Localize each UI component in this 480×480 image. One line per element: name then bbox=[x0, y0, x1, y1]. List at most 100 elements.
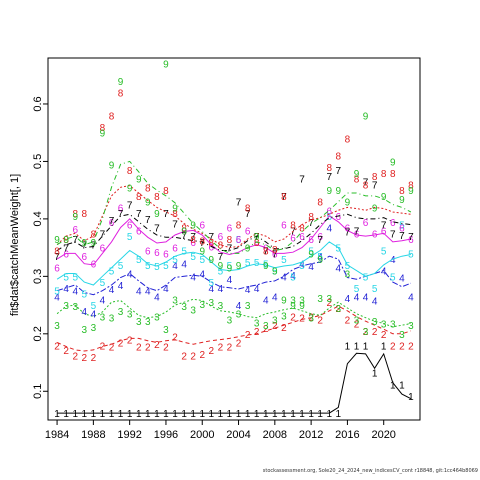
series-5-obs-point: 5 bbox=[54, 287, 60, 298]
series-5-obs-point: 5 bbox=[127, 232, 133, 243]
series-1-obs-point: 1 bbox=[372, 368, 378, 379]
series-9-obs-point: 9 bbox=[163, 60, 169, 71]
series-1-obs-point: 1 bbox=[63, 409, 69, 420]
series-3-obs-point: 3 bbox=[390, 319, 396, 330]
series-2-obs-point: 2 bbox=[199, 350, 205, 361]
series-7-obs-point: 7 bbox=[54, 252, 60, 263]
series-8-obs-point: 8 bbox=[390, 169, 396, 180]
series-1-obs-point: 1 bbox=[408, 392, 414, 403]
series-8-obs-point: 8 bbox=[109, 111, 115, 122]
series-8-obs-point: 8 bbox=[263, 246, 269, 257]
series-6-obs-point: 6 bbox=[336, 212, 342, 223]
series-9-obs-point: 9 bbox=[363, 111, 369, 122]
series-2-obs-point: 2 bbox=[272, 321, 278, 332]
series-8-obs-point: 8 bbox=[118, 88, 124, 99]
series-1-obs-point: 1 bbox=[254, 409, 260, 420]
series-8-obs-point: 8 bbox=[227, 235, 233, 246]
series-1-obs-point: 1 bbox=[272, 409, 278, 420]
series-3-obs-point: 3 bbox=[91, 323, 97, 334]
series-3-obs-point: 3 bbox=[190, 306, 196, 317]
series-5-obs-point: 5 bbox=[272, 267, 278, 278]
series-6-obs-point: 6 bbox=[181, 226, 187, 237]
series-8-obs-point: 8 bbox=[136, 192, 142, 203]
series-3-obs-point: 3 bbox=[263, 321, 269, 332]
y-axis-title: fit$dat$catchMeanWeight[, 1] bbox=[9, 174, 21, 316]
series-9-obs-point: 9 bbox=[326, 186, 332, 197]
series-3-obs-point: 3 bbox=[254, 318, 260, 329]
series-3-obs-point: 3 bbox=[199, 300, 205, 311]
series-3-obs-point: 3 bbox=[381, 319, 387, 330]
series-7-obs-point: 7 bbox=[227, 244, 233, 255]
series-8-obs-point: 8 bbox=[354, 175, 360, 186]
series-7-obs-point: 7 bbox=[218, 252, 224, 263]
series-1-obs-point: 1 bbox=[72, 409, 78, 420]
series-2-obs-point: 2 bbox=[245, 330, 251, 341]
series-6-obs-point: 6 bbox=[399, 224, 405, 235]
series-4-obs-point: 4 bbox=[145, 287, 151, 298]
series-7-obs-point: 7 bbox=[181, 231, 187, 242]
series-5-obs-point: 5 bbox=[399, 221, 405, 232]
series-1-obs-point: 1 bbox=[308, 409, 314, 420]
series-8-obs-point: 8 bbox=[299, 224, 305, 235]
series-9-obs-point: 9 bbox=[199, 246, 205, 257]
series-3-obs-point: 3 bbox=[82, 325, 88, 336]
series-4-obs-point: 4 bbox=[209, 284, 215, 295]
x-tick-label: 2020 bbox=[371, 429, 395, 441]
series-1-obs-point: 1 bbox=[263, 409, 269, 420]
series-7-obs-point: 7 bbox=[91, 241, 97, 252]
series-2-obs-point: 2 bbox=[136, 342, 142, 353]
series-9-obs-point: 9 bbox=[399, 195, 405, 206]
series-9-obs-point: 9 bbox=[227, 264, 233, 275]
series-4-obs-point: 4 bbox=[91, 310, 97, 321]
series-7-obs-point: 7 bbox=[326, 172, 332, 183]
series-3-obs-point: 3 bbox=[63, 301, 69, 312]
series-4-obs-point: 4 bbox=[100, 295, 106, 306]
series-5-obs-point: 5 bbox=[209, 278, 215, 289]
series-2-obs-point: 2 bbox=[236, 338, 242, 349]
series-2-obs-point: 2 bbox=[227, 342, 233, 353]
series-6-obs-point: 6 bbox=[145, 246, 151, 257]
series-8-obs-point: 8 bbox=[54, 246, 60, 257]
series-6-obs-point: 6 bbox=[390, 218, 396, 229]
series-9-obs-point: 9 bbox=[209, 255, 215, 266]
series-2-obs-point: 2 bbox=[345, 315, 351, 326]
series-6-obs-point: 6 bbox=[54, 264, 60, 275]
series-5-obs-point: 5 bbox=[336, 244, 342, 255]
series-2-obs-point: 2 bbox=[390, 341, 396, 352]
series-8-obs-point: 8 bbox=[190, 235, 196, 246]
series-2-obs-point: 2 bbox=[408, 341, 414, 352]
series-7-obs-point: 7 bbox=[118, 209, 124, 220]
series-7-obs-point: 7 bbox=[199, 238, 205, 249]
series-4-obs-point: 4 bbox=[136, 287, 142, 298]
series-9-obs-point: 9 bbox=[63, 235, 69, 246]
series-7-obs-point: 7 bbox=[345, 228, 351, 239]
series-5-obs-point: 5 bbox=[190, 252, 196, 263]
series-7-obs-point: 7 bbox=[190, 232, 196, 243]
series-9-obs-point: 9 bbox=[308, 249, 314, 260]
series-4-obs-point: 4 bbox=[345, 294, 351, 305]
series-6-obs-point: 6 bbox=[154, 248, 160, 259]
series-3-obs-point: 3 bbox=[163, 325, 169, 336]
series-8-obs-point: 8 bbox=[381, 169, 387, 180]
series-7-obs-point: 7 bbox=[154, 224, 160, 235]
series-5-obs-point: 5 bbox=[145, 261, 151, 272]
series-4-obs-point: 4 bbox=[381, 267, 387, 278]
series-1-obs-point: 1 bbox=[326, 409, 332, 420]
series-5-obs-point: 5 bbox=[299, 261, 305, 272]
series-9-obs-point: 9 bbox=[127, 183, 133, 194]
series-6-obs-point: 6 bbox=[199, 221, 205, 232]
series-2-obs-point: 2 bbox=[308, 313, 314, 324]
series-6-obs-point: 6 bbox=[72, 225, 78, 236]
series-5-obs-point: 5 bbox=[199, 255, 205, 266]
series-8-obs-point: 8 bbox=[72, 209, 78, 220]
series-5-obs-point: 5 bbox=[381, 246, 387, 257]
series-9-obs-point: 9 bbox=[408, 186, 414, 197]
series-7-obs-point: 7 bbox=[245, 209, 251, 220]
series-4-obs-point: 4 bbox=[245, 285, 251, 296]
series-2-obs-point: 2 bbox=[336, 304, 342, 315]
series-4-obs-point: 4 bbox=[181, 260, 187, 271]
series-9-obs-point: 9 bbox=[145, 198, 151, 209]
series-8-obs-point: 8 bbox=[181, 224, 187, 235]
